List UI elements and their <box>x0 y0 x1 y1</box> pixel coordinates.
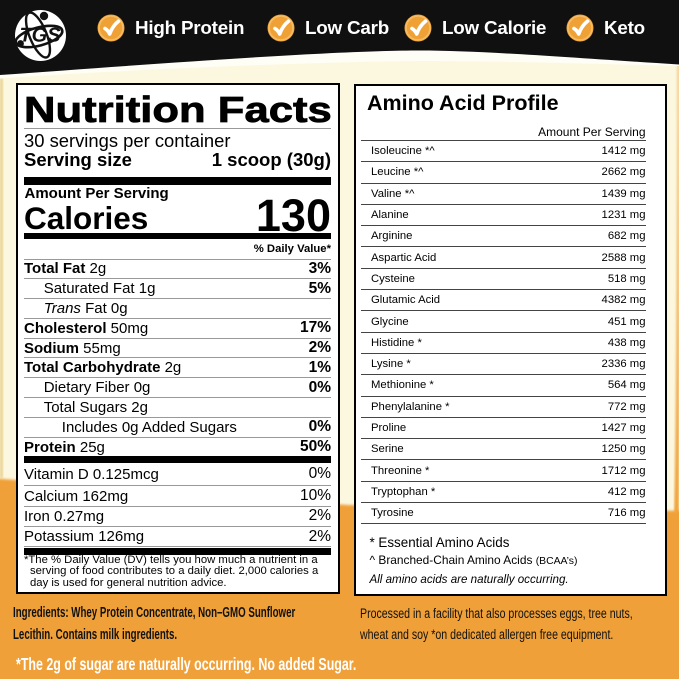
svg-text:TGS: TGS <box>19 25 61 47</box>
